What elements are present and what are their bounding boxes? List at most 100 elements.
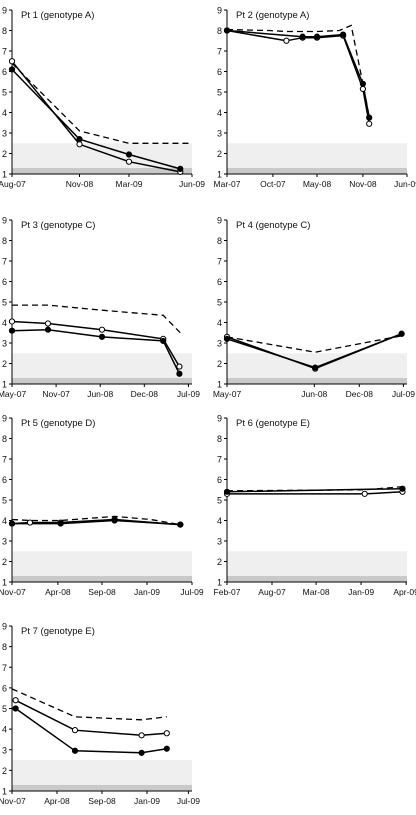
data-point-open (26, 519, 34, 526)
data-point-filled (71, 747, 79, 754)
data-point-open (176, 363, 183, 370)
data-point-open (8, 318, 16, 325)
x-tick-label: Mar-07 (214, 179, 241, 189)
y-tick-label: 7 (2, 663, 7, 673)
x-tick-label: Jan-09 (134, 587, 160, 597)
panel-title: Pt 5 (genotype D) (21, 418, 95, 429)
data-point-filled (138, 749, 145, 756)
y-tick-label: 4 (2, 108, 7, 118)
x-tick-label: Nov-08 (349, 179, 377, 189)
x-tick-label: Jun-08 (301, 389, 327, 399)
data-point-open (361, 490, 368, 497)
x-tick-label: Apr-09 (393, 587, 416, 597)
y-tick-label: 7 (2, 47, 7, 57)
series-line-filled (226, 29, 370, 118)
series-line-dashed (11, 515, 181, 526)
x-tick-label: Jun-09 (179, 179, 205, 189)
x-tick-label: May-07 (213, 389, 242, 399)
series-line-dashed (12, 304, 181, 334)
data-point-open (8, 58, 16, 65)
x-tick-label: Jun-09 (394, 179, 416, 189)
y-tick-label: 3 (2, 339, 7, 349)
data-point-filled (8, 327, 16, 334)
reference-band (12, 760, 192, 785)
x-tick-label: Jan-09 (348, 587, 374, 597)
reference-band (227, 143, 407, 168)
data-point-filled (399, 485, 406, 492)
data-point-open (71, 727, 79, 734)
x-tick-label: Oct-07 (260, 179, 286, 189)
panel-title: Pt 6 (genotype E) (236, 418, 310, 429)
y-tick-label: 6 (2, 683, 7, 693)
x-tick-label: Jul-09 (177, 389, 200, 399)
y-tick-label: 7 (217, 47, 222, 57)
data-point-open (359, 85, 366, 93)
data-point-open (163, 730, 170, 737)
series-line-dashed (11, 62, 192, 144)
y-tick-label: 9 (2, 216, 7, 226)
x-tick-label: Nov-07 (0, 796, 26, 806)
x-tick-label: Sep-08 (88, 796, 116, 806)
y-tick-label: 6 (2, 475, 7, 485)
panel-1: 1 2 3 4 5 6 7 8 9 Aug-07 Nov-08 Mar-09 Jun-09 Pt 1 (g… (0, 6, 205, 190)
data-point-filled (299, 33, 306, 40)
x-tick-label: Aug-07 (0, 179, 26, 189)
y-tick-label: 4 (2, 725, 7, 735)
y-tick-label: 2 (2, 766, 7, 776)
y-tick-label: 2 (217, 149, 222, 159)
y-tick-label: 1 (217, 578, 222, 588)
x-tick-label: Jun-08 (87, 389, 113, 399)
data-point-filled (160, 337, 167, 345)
y-tick-label: 5 (217, 88, 222, 98)
y-tick-label: 5 (2, 496, 7, 506)
data-point-filled (223, 335, 231, 342)
series-line-filled (226, 487, 403, 493)
reference-band (227, 551, 407, 576)
x-tick-label: Aug-07 (258, 587, 286, 597)
data-point-filled (366, 114, 373, 121)
data-point-open (76, 141, 83, 148)
y-tick-label: 7 (2, 257, 7, 267)
y-tick-label: 1 (217, 170, 222, 180)
y-tick-label: 1 (2, 787, 7, 797)
data-point-filled (8, 520, 16, 527)
y-tick-label: 7 (2, 455, 7, 465)
y-tick-label: 9 (2, 622, 7, 632)
y-tick-label: 8 (2, 236, 7, 246)
y-tick-label: 6 (2, 67, 7, 77)
y-tick-label: 8 (2, 434, 7, 444)
panel-3: 1 2 3 4 5 6 7 8 9 May-07 Nov-07 Jun-08 Dec-08 Jul-09 P… (0, 216, 200, 400)
y-tick-label: 5 (2, 298, 7, 308)
data-point-open (138, 732, 145, 739)
data-point-filled (177, 165, 184, 172)
y-tick-label: 3 (2, 129, 7, 139)
x-tick-label: Dec-08 (131, 389, 159, 399)
x-tick-label: Feb-07 (214, 587, 241, 597)
y-tick-label: 7 (217, 257, 222, 267)
reference-band (227, 377, 407, 384)
y-tick-label: 4 (217, 516, 222, 526)
y-tick-label: 3 (217, 537, 222, 547)
data-point-filled (340, 31, 347, 38)
y-tick-label: 4 (2, 516, 7, 526)
y-tick-label: 5 (2, 704, 7, 714)
panel-title: Pt 2 (genotype A) (236, 10, 309, 21)
y-tick-label: 8 (217, 236, 222, 246)
data-point-filled (44, 326, 52, 333)
series-line-dashed (11, 688, 167, 721)
data-point-filled (8, 66, 16, 73)
data-point-open (12, 697, 19, 704)
y-tick-label: 6 (2, 277, 7, 287)
reference-band (227, 167, 407, 174)
data-point-filled (177, 521, 184, 528)
y-tick-label: 6 (217, 67, 222, 77)
y-tick-label: 1 (2, 578, 7, 588)
x-tick-label: Dec-08 (346, 389, 374, 399)
x-tick-label: Jul-09 (392, 389, 415, 399)
reference-band (12, 167, 192, 174)
x-tick-label: Apr-08 (45, 587, 71, 597)
x-tick-label: Jul-09 (177, 796, 200, 806)
y-tick-label: 1 (2, 380, 7, 390)
data-point-filled (111, 517, 118, 524)
